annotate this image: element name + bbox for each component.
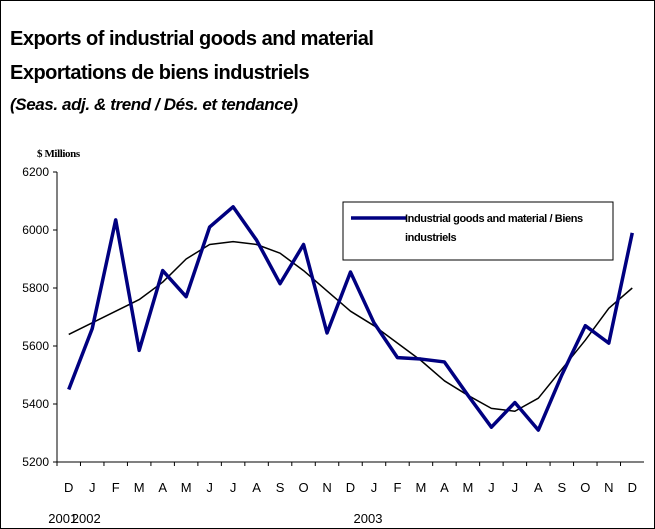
- chart-title: Exports of industrial goods and material: [10, 28, 373, 50]
- year-label: 2003: [354, 511, 383, 526]
- year-label: 2002: [72, 511, 101, 526]
- x-tick-label: S: [557, 480, 566, 495]
- chart-title-fr: Exportations de biens industriels: [10, 62, 309, 84]
- x-tick-label: O: [580, 480, 590, 495]
- x-tick-label: M: [416, 480, 427, 495]
- x-tick-label: J: [371, 480, 378, 495]
- series-line: [67, 205, 634, 432]
- y-tick-label: 6000: [22, 223, 49, 237]
- x-tick-label: M: [462, 480, 473, 495]
- x-tick-label: D: [628, 480, 637, 495]
- x-tick-label: J: [512, 480, 519, 495]
- legend-box: [342, 201, 614, 261]
- chart-subtitle: (Seas. adj. & trend / Dés. et tendance): [10, 95, 298, 114]
- x-tick-label: N: [604, 480, 613, 495]
- year-label: 2001: [48, 511, 77, 526]
- x-tick-label: J: [206, 480, 213, 495]
- x-tick-label: J: [488, 480, 495, 495]
- y-tick-label: 5200: [22, 455, 49, 469]
- x-tick-label: F: [393, 480, 401, 495]
- x-tick-label: M: [181, 480, 192, 495]
- x-tick-label: F: [112, 480, 120, 495]
- legend-label: Industrial goods and material / Biens in…: [405, 213, 583, 244]
- x-tick-label: D: [64, 480, 73, 495]
- x-tick-label: M: [134, 480, 145, 495]
- y-tick-label: 5800: [22, 281, 49, 295]
- y-tick-label: 5400: [22, 397, 49, 411]
- x-tick-label: O: [298, 480, 308, 495]
- y-tick-label: 5600: [22, 339, 49, 353]
- x-tick-label: A: [534, 480, 543, 495]
- x-tick-label: A: [252, 480, 261, 495]
- y-tick-label: 6200: [22, 165, 49, 179]
- x-tick-label: J: [89, 480, 96, 495]
- trend-line: [68, 240, 633, 412]
- x-tick-label: S: [276, 480, 285, 495]
- x-tick-label: A: [440, 480, 449, 495]
- x-tick-label: A: [158, 480, 167, 495]
- y-axis-label: $ Millions: [37, 148, 81, 160]
- x-tick-label: D: [346, 480, 355, 495]
- x-tick-label: J: [230, 480, 237, 495]
- x-tick-label: N: [322, 480, 331, 495]
